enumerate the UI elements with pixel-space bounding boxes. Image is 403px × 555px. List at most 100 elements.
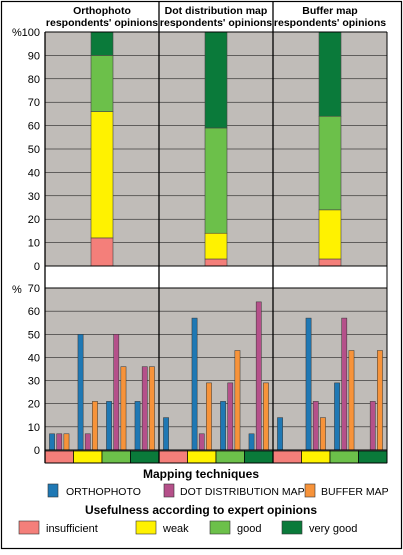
grouped-bar-2-2-0 bbox=[334, 382, 340, 451]
grouped-bar-1-2-2 bbox=[234, 350, 241, 451]
grouped-bar-2-3-1 bbox=[369, 401, 376, 451]
panel-title-buffer-line1: Buffer map bbox=[302, 5, 357, 17]
grouped-bar-0-1-0 bbox=[77, 334, 84, 451]
top-y-tick-60: 60 bbox=[28, 121, 40, 133]
legend-label-dot-distribution-map: DOT DISTRIBUTION MAP bbox=[180, 486, 305, 498]
grouped-bar-0-3-1 bbox=[141, 366, 148, 451]
axis-break-band bbox=[45, 266, 387, 288]
panel-title-orthophoto-line1: Orthophoto bbox=[73, 5, 131, 17]
grouped-bar-0-0-2 bbox=[63, 433, 70, 451]
bottom-y-tick-10: 10 bbox=[28, 422, 40, 434]
legend-swatch-buffer-map bbox=[304, 483, 316, 498]
top-y-unit-label: % bbox=[12, 27, 22, 39]
stacked-bar-1-weak bbox=[204, 232, 228, 260]
grouped-bar-1-1-2 bbox=[206, 382, 212, 451]
panel-title-dot-line2: respondents' opinions bbox=[160, 17, 272, 29]
bottom-y-unit-label: % bbox=[12, 284, 22, 296]
stacked-bar-0-very-good bbox=[90, 31, 114, 56]
panel-title-buffer-line2: respondents' opinions bbox=[274, 17, 386, 29]
bottom-plot-area bbox=[45, 288, 387, 450]
grouped-bar-1-2-1 bbox=[227, 382, 234, 451]
panel-titles: Orthophoto respondents' opinions Dot dis… bbox=[46, 5, 386, 29]
grouped-bar-1-0-0 bbox=[163, 417, 169, 451]
legend-label-orthophoto: ORTHOPHOTO bbox=[66, 486, 141, 498]
category-strip-0-insufficient bbox=[44, 450, 74, 464]
grouped-bar-1-1-0 bbox=[191, 317, 198, 451]
legend-label-buffer-map: BUFFER MAP bbox=[321, 486, 389, 498]
top-y-tick-90: 90 bbox=[28, 50, 40, 62]
legend-swatch-weak bbox=[135, 520, 157, 535]
stacked-bar-2-good bbox=[318, 115, 342, 211]
panel-title-dot-line1: Dot distribution map bbox=[165, 5, 268, 17]
category-strip-2-very-good bbox=[358, 450, 388, 464]
top-y-tick-20: 20 bbox=[28, 214, 40, 226]
grouped-bar-2-1-2 bbox=[320, 417, 326, 451]
bottom-y-tick-70: 70 bbox=[28, 283, 40, 295]
category-strip-0-weak bbox=[73, 450, 103, 464]
grouped-bar-2-3-2 bbox=[377, 350, 383, 451]
legend-label-good: good bbox=[237, 523, 261, 535]
legend-swatch-insufficient bbox=[18, 520, 40, 535]
top-y-tick-30: 30 bbox=[28, 191, 40, 203]
grouped-bar-0-0-1 bbox=[56, 433, 63, 451]
bottom-y-tick-20: 20 bbox=[28, 399, 40, 411]
axes: 0 10 20 30 40 50 60 70 80 90 100 0 10 20 30 40 50 60 70 bbox=[22, 2, 388, 464]
grouped-bar-1-3-1 bbox=[255, 301, 262, 451]
grouped-bar-0-2-0 bbox=[106, 401, 112, 451]
stacked-bar-2-very-good bbox=[318, 31, 342, 117]
stacked-bar-1-good bbox=[204, 127, 228, 234]
bottom-y-tick-50: 50 bbox=[28, 329, 40, 341]
grouped-bar-0-1-1 bbox=[84, 433, 91, 451]
legend-usefulness-title: Usefulness according to expert opinions bbox=[85, 503, 317, 517]
grouped-bar-0-2-2 bbox=[120, 366, 127, 451]
category-strip-0-very-good bbox=[130, 450, 160, 464]
grouped-bar-0-0-0 bbox=[49, 433, 55, 451]
bottom-y-tick-40: 40 bbox=[28, 352, 40, 364]
top-stacked-bars bbox=[90, 31, 342, 267]
category-strip-1-weak bbox=[187, 450, 217, 464]
top-y-tick-40: 40 bbox=[28, 167, 40, 179]
grouped-bar-1-3-2 bbox=[263, 382, 269, 451]
bottom-grouped-bars bbox=[49, 301, 383, 451]
stacked-bar-2-insufficient bbox=[318, 258, 342, 267]
top-y-tick-100: 100 bbox=[22, 27, 40, 39]
legend-swatch-dot-distribution-map bbox=[163, 483, 175, 498]
legend-swatch-very-good bbox=[281, 520, 303, 535]
category-strip-1-good bbox=[215, 450, 245, 464]
grouped-bar-2-0-0 bbox=[277, 417, 283, 451]
grouped-bar-0-1-2 bbox=[92, 401, 98, 451]
category-strip-2-weak bbox=[301, 450, 331, 464]
legend-label-very-good: very good bbox=[309, 523, 357, 535]
stacked-bar-1-very-good bbox=[204, 31, 228, 129]
grouped-bar-1-2-0 bbox=[220, 401, 226, 451]
bottom-y-tick-60: 60 bbox=[28, 306, 40, 318]
top-y-tick-50: 50 bbox=[28, 144, 40, 156]
legend-swatch-good bbox=[209, 520, 231, 535]
grouped-bar-2-2-1 bbox=[341, 317, 348, 451]
grouped-bar-1-1-1 bbox=[198, 433, 205, 451]
category-strip-2-insufficient bbox=[272, 450, 302, 464]
legend: Mapping techniques ORTHOPHOTO DOT DISTRI… bbox=[18, 467, 389, 535]
category-strip-2-good bbox=[329, 450, 359, 464]
grouped-bar-2-2-2 bbox=[348, 350, 355, 451]
grouped-bar-0-3-2 bbox=[149, 366, 155, 451]
category-strip-1-insufficient bbox=[158, 450, 188, 464]
top-y-tick-10: 10 bbox=[28, 238, 40, 250]
stacked-bar-1-insufficient bbox=[204, 258, 228, 267]
grouped-bar-1-3-0 bbox=[248, 433, 255, 451]
grouped-bar-2-1-1 bbox=[312, 401, 319, 451]
stacked-bar-0-good bbox=[90, 55, 114, 112]
stacked-bar-0-insufficient bbox=[90, 237, 114, 267]
bottom-y-tick-0: 0 bbox=[34, 445, 40, 457]
grouped-bar-0-3-0 bbox=[134, 401, 141, 451]
category-strip-0-good bbox=[101, 450, 131, 464]
stacked-bar-0-weak bbox=[90, 111, 114, 239]
legend-label-weak: weak bbox=[162, 523, 189, 535]
top-y-tick-80: 80 bbox=[28, 74, 40, 86]
stacked-bar-2-weak bbox=[318, 209, 342, 260]
legend-swatch-orthophoto bbox=[47, 483, 59, 498]
category-strip-1-very-good bbox=[244, 450, 274, 464]
grouped-bar-2-1-0 bbox=[305, 317, 312, 451]
